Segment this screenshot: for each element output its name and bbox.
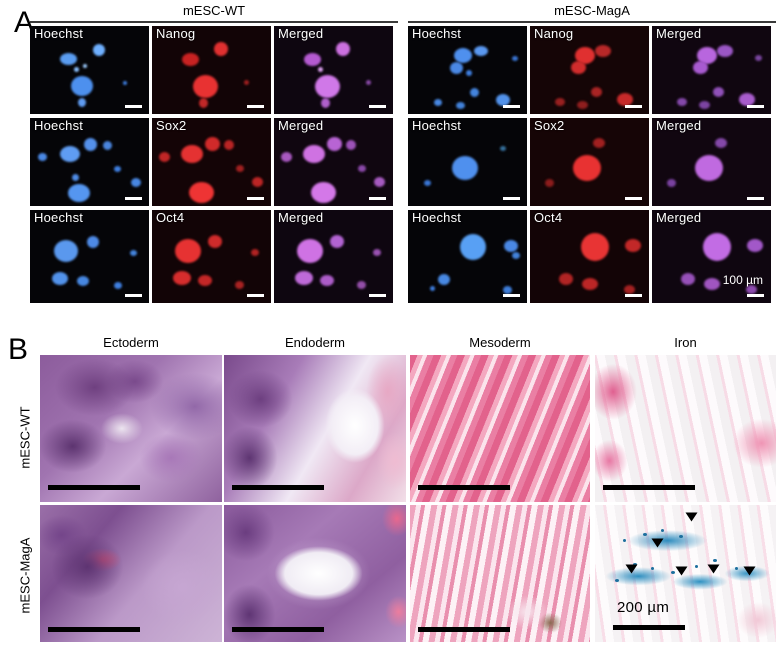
fl-panel-wt-nanog-hoechst[interactable]: Hoechst <box>30 26 149 114</box>
fl-panel-maga-oct4-hoechst[interactable]: Hoechst <box>408 210 527 303</box>
scale-bar <box>613 625 685 630</box>
scale-bar <box>747 197 764 200</box>
panel-b-scale-label: 200 µm <box>617 599 670 616</box>
scale-bar <box>369 294 386 297</box>
panel-letter-b: B <box>8 333 29 366</box>
scale-bar <box>369 105 386 108</box>
fl-panel-wt-sox2-hoechst[interactable]: Hoechst <box>30 118 149 206</box>
fl-panel-wt-oct4-marker[interactable]: Oct4 <box>152 210 271 303</box>
fl-panel-maga-sox2-merged[interactable]: Merged <box>652 118 771 206</box>
scale-bar <box>625 105 642 108</box>
arrowhead-icon <box>651 538 664 548</box>
fl-panel-wt-oct4-hoechst[interactable]: Hoechst <box>30 210 149 303</box>
scale-bar <box>48 485 140 490</box>
scale-bar <box>125 105 142 108</box>
arrowhead-icon <box>707 564 720 574</box>
row-label-wt: mESC-WT <box>17 406 33 469</box>
hist-panel-wt-iron[interactable] <box>595 355 776 502</box>
scale-bar <box>503 197 520 200</box>
scale-bar <box>747 294 764 297</box>
fl-panel-wt-sox2-marker[interactable]: Sox2 <box>152 118 271 206</box>
col-header-endoderm: Endoderm <box>285 335 345 350</box>
fl-label: Merged <box>656 210 702 225</box>
scale-bar <box>48 627 140 632</box>
fl-label: Merged <box>278 210 324 225</box>
col-header-ectoderm: Ectoderm <box>103 335 159 350</box>
arrowhead-icon <box>675 566 688 576</box>
scale-bar <box>625 197 642 200</box>
fl-label: Merged <box>656 26 702 41</box>
scale-bar <box>247 294 264 297</box>
fl-label: Hoechst <box>34 26 84 41</box>
fl-panel-maga-nanog-hoechst[interactable]: Hoechst <box>408 26 527 114</box>
fl-label: Hoechst <box>412 118 462 133</box>
col-header-mesoderm: Mesoderm <box>469 335 531 350</box>
scale-bar <box>369 197 386 200</box>
hist-panel-maga-ectoderm[interactable] <box>40 505 222 642</box>
row-label-maga: mESC-MagA <box>17 537 33 614</box>
fl-label: Hoechst <box>412 210 462 225</box>
hist-panel-wt-endoderm[interactable] <box>224 355 406 502</box>
col-header-iron: Iron <box>674 335 697 350</box>
fl-label: Hoechst <box>34 118 84 133</box>
fl-label: Merged <box>278 26 324 41</box>
fl-panel-maga-sox2-marker[interactable]: Sox2 <box>530 118 649 206</box>
fl-panel-wt-nanog-merged[interactable]: Merged <box>274 26 393 114</box>
scale-bar <box>247 105 264 108</box>
scale-bar <box>625 294 642 297</box>
scale-bar <box>418 627 510 632</box>
fl-panel-maga-nanog-marker[interactable]: Nanog <box>530 26 649 114</box>
hist-panel-wt-mesoderm[interactable] <box>410 355 590 502</box>
arrowhead-icon <box>625 564 638 574</box>
group-rule-wt <box>30 21 398 23</box>
scale-bar <box>125 294 142 297</box>
scale-bar <box>232 627 324 632</box>
scale-bar <box>503 105 520 108</box>
fl-label: Merged <box>656 118 702 133</box>
fl-panel-maga-nanog-merged[interactable]: Merged <box>652 26 771 114</box>
fl-panel-wt-oct4-merged[interactable]: Merged <box>274 210 393 303</box>
hist-panel-maga-iron[interactable]: 200 µm <box>595 505 776 642</box>
arrowhead-icon <box>743 566 756 576</box>
fl-label: Oct4 <box>534 210 563 225</box>
fl-panel-wt-sox2-merged[interactable]: Merged <box>274 118 393 206</box>
group-title-maga: mESC-MagA <box>554 3 630 18</box>
scale-bar <box>747 105 764 108</box>
panel-a-scale-label: 100 µm <box>722 273 763 287</box>
scale-bar <box>603 485 695 490</box>
scale-bar <box>247 197 264 200</box>
fl-panel-maga-oct4-merged[interactable]: Merged 100 µm <box>652 210 771 303</box>
hist-panel-maga-mesoderm[interactable] <box>410 505 590 642</box>
fl-label: Hoechst <box>412 26 462 41</box>
fl-label: Nanog <box>534 26 574 41</box>
fl-label: Sox2 <box>534 118 565 133</box>
fl-label: Sox2 <box>156 118 187 133</box>
group-title-wt: mESC-WT <box>182 3 246 18</box>
fl-panel-maga-oct4-marker[interactable]: Oct4 <box>530 210 649 303</box>
fl-label: Merged <box>278 118 324 133</box>
fl-label: Nanog <box>156 26 196 41</box>
panel-letter-a: A <box>14 6 35 39</box>
scale-bar <box>125 197 142 200</box>
arrowhead-icon <box>685 512 698 522</box>
hist-panel-maga-endoderm[interactable] <box>224 505 406 642</box>
scale-bar <box>503 294 520 297</box>
fl-panel-maga-sox2-hoechst[interactable]: Hoechst <box>408 118 527 206</box>
fl-panel-wt-nanog-marker[interactable]: Nanog <box>152 26 271 114</box>
group-rule-maga <box>408 21 776 23</box>
scale-bar <box>232 485 324 490</box>
fl-label: Hoechst <box>34 210 84 225</box>
fl-label: Oct4 <box>156 210 185 225</box>
scale-bar <box>418 485 510 490</box>
hist-panel-wt-ectoderm[interactable] <box>40 355 222 502</box>
